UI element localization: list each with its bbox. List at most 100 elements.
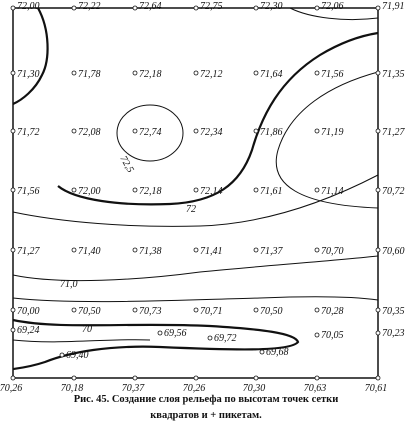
contour-line xyxy=(12,255,379,282)
grid-point xyxy=(375,307,381,313)
elevation-label: 70,28 xyxy=(321,306,344,317)
elevation-label: 71,64 xyxy=(260,69,283,80)
grid-point xyxy=(314,70,320,76)
picket-point xyxy=(314,332,320,338)
grid-point xyxy=(193,247,199,253)
grid-point xyxy=(314,128,320,134)
grid-point xyxy=(71,5,77,11)
elevation-label: 70,26 xyxy=(183,383,206,394)
elevation-label: 72,22 xyxy=(78,1,101,12)
grid-point xyxy=(253,307,259,313)
grid-point xyxy=(132,70,138,76)
elevation-label: 69,72 xyxy=(214,333,237,344)
grid-point xyxy=(132,247,138,253)
elevation-label: 72,30 xyxy=(260,1,283,12)
elevation-label: 72,18 xyxy=(139,69,162,80)
grid-point xyxy=(132,375,138,381)
grid-point xyxy=(10,307,16,313)
grid-point xyxy=(253,187,259,193)
elevation-label: 72,34 xyxy=(200,127,223,138)
picket-point xyxy=(59,352,65,358)
contour-label: 71,0 xyxy=(60,279,78,290)
elevation-label: 71,35 xyxy=(382,69,405,80)
grid-point xyxy=(71,307,77,313)
grid-point xyxy=(375,128,381,134)
grid-point xyxy=(375,70,381,76)
grid-point xyxy=(71,187,77,193)
picket-point xyxy=(157,330,163,336)
elevation-label: 71,37 xyxy=(260,246,284,257)
grid-point xyxy=(375,375,381,381)
grid-point xyxy=(10,128,16,134)
grid-point xyxy=(193,307,199,313)
contour-line xyxy=(12,296,379,303)
contour-label: 70 xyxy=(82,324,92,335)
elevation-label: 72,75 xyxy=(200,1,223,12)
elevation-label: 70,30 xyxy=(243,383,266,394)
elevation-label: 71,41 xyxy=(200,246,223,257)
elevation-label: 70,73 xyxy=(139,306,162,317)
grid-point xyxy=(193,128,199,134)
elevation-label: 70,00 xyxy=(17,306,40,317)
picket-point xyxy=(207,335,213,341)
elevation-label: 72,64 xyxy=(139,1,162,12)
contour-line xyxy=(12,7,49,106)
elevation-label: 70,50 xyxy=(78,306,101,317)
grid-point xyxy=(193,375,199,381)
grid-point xyxy=(314,375,320,381)
elevation-label: 71,40 xyxy=(78,246,101,257)
elevation-label: 70,60 xyxy=(382,246,405,257)
elevation-label: 72,14 xyxy=(200,186,223,197)
grid-point xyxy=(10,70,16,76)
grid-point xyxy=(253,247,259,253)
elevation-label: 69,40 xyxy=(66,350,89,361)
grid-point xyxy=(132,128,138,134)
elevation-label: 72,18 xyxy=(139,186,162,197)
elevation-label: 70,18 xyxy=(61,383,84,394)
contour-line xyxy=(12,174,379,227)
elevation-label: 70,50 xyxy=(260,306,283,317)
grid-point xyxy=(132,5,138,11)
picket-point xyxy=(10,327,16,333)
grid-point xyxy=(314,307,320,313)
elevation-label: 70,70 xyxy=(321,246,344,257)
grid-point xyxy=(132,187,138,193)
grid-point xyxy=(132,307,138,313)
grid-point xyxy=(71,70,77,76)
elevation-label: 71,72 xyxy=(17,127,40,138)
elevation-label: 72,12 xyxy=(200,69,223,80)
elevation-label: 69,24 xyxy=(17,325,40,336)
elevation-label: 72,00 xyxy=(78,186,101,197)
grid-point xyxy=(10,5,16,11)
grid-point xyxy=(71,247,77,253)
elevation-label: 70,61 xyxy=(365,383,388,394)
elevation-label: 71,56 xyxy=(321,69,344,80)
elevation-label: 71,30 xyxy=(17,69,40,80)
caption: квадратов и + пикетам. xyxy=(150,410,262,421)
contour-label: 72 xyxy=(186,204,196,215)
elevation-label: 70,05 xyxy=(321,330,344,341)
elevation-label: 70,71 xyxy=(200,306,223,317)
contour-line xyxy=(116,104,184,162)
contour-line xyxy=(12,339,151,343)
grid-point xyxy=(253,128,259,134)
grid-point xyxy=(193,70,199,76)
elevation-label: 72,08 xyxy=(78,127,101,138)
elevation-label: 71,19 xyxy=(321,127,344,138)
elevation-label: 70,35 xyxy=(382,306,405,317)
grid-point xyxy=(10,375,16,381)
grid-point xyxy=(71,375,77,381)
elevation-label: 70,26 xyxy=(0,383,22,394)
elevation-label: 71,14 xyxy=(321,186,344,197)
elevation-label: 69,68 xyxy=(266,347,289,358)
grid-point xyxy=(71,128,77,134)
grid-point xyxy=(314,5,320,11)
grid-point xyxy=(10,187,16,193)
elevation-label: 72,06 xyxy=(321,1,344,12)
elevation-label: 71,56 xyxy=(17,186,40,197)
contour-line xyxy=(12,318,300,371)
contour-line xyxy=(289,7,379,20)
grid-point xyxy=(375,5,381,11)
elevation-label: 69,56 xyxy=(164,328,187,339)
